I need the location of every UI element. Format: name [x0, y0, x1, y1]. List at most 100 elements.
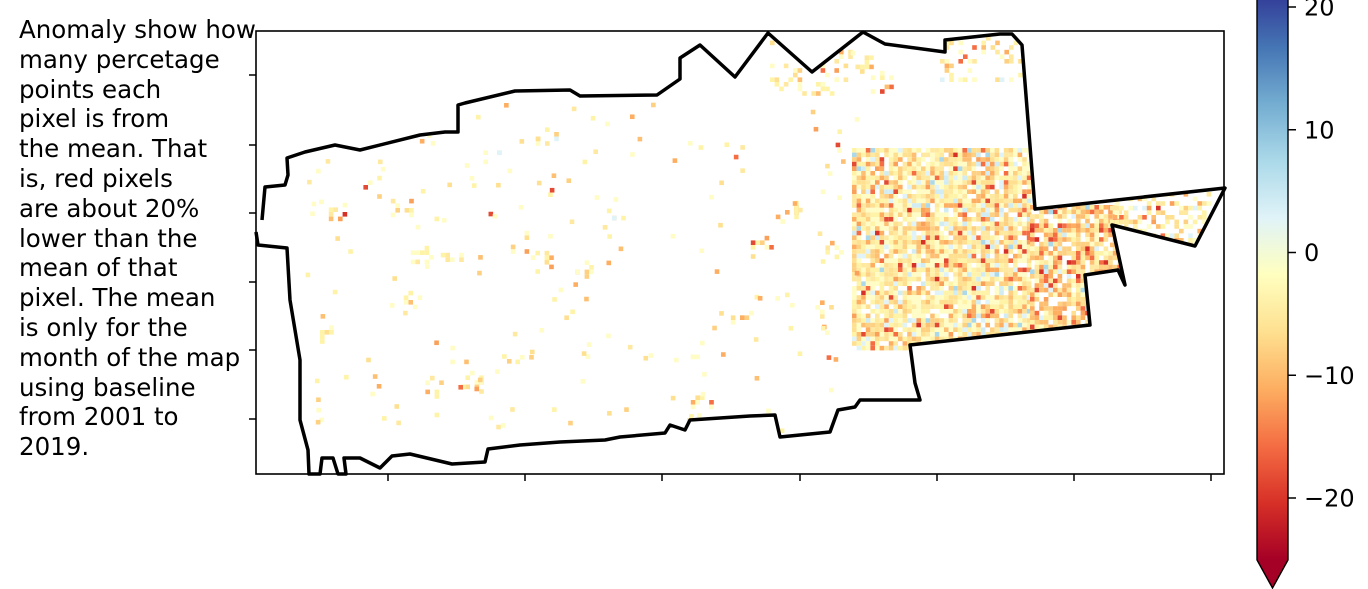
anomaly-pixel — [1022, 276, 1027, 282]
anomaly-pixel — [944, 171, 949, 176]
anomaly-pixel — [953, 313, 958, 319]
anomaly-pixel — [381, 416, 387, 421]
anomaly-pixel — [460, 384, 466, 390]
anomaly-pixel — [1057, 269, 1063, 274]
anomaly-pixel — [314, 378, 320, 384]
anomaly-pixel — [1057, 223, 1063, 228]
anomaly-pixel — [921, 212, 926, 217]
anomaly-pixel — [861, 175, 866, 181]
anomaly-pixel — [985, 240, 990, 245]
anomaly-pixel — [1026, 189, 1032, 194]
anomaly-pixel — [865, 286, 871, 291]
anomaly-pixel — [377, 159, 383, 165]
anomaly-pixel — [893, 207, 898, 213]
anomaly-pixel — [1022, 171, 1027, 176]
anomaly-pixel — [939, 212, 944, 217]
anomaly-pixel — [506, 359, 512, 364]
anomaly-pixel — [1112, 246, 1118, 251]
anomaly-pixel — [981, 45, 986, 50]
anomaly-pixel — [769, 245, 774, 250]
anomaly-pixel — [907, 152, 912, 158]
anomaly-pixel — [1017, 175, 1023, 181]
anomaly-pixel — [827, 171, 833, 176]
anomaly-pixel — [939, 267, 944, 273]
anomaly-pixel — [944, 249, 949, 254]
anomaly-pixel — [1022, 272, 1027, 277]
anomaly-pixel — [911, 249, 917, 254]
anomaly-pixel — [875, 336, 880, 342]
anomaly-pixel — [985, 267, 990, 273]
anomaly-pixel — [1053, 228, 1058, 233]
anomaly-pixel — [916, 309, 921, 314]
anomaly-pixel — [980, 198, 986, 204]
anomaly-pixel — [976, 189, 981, 194]
colorbar-tick-label: −10 — [1304, 362, 1355, 390]
colorbar-extend-min-arrow — [1257, 560, 1288, 588]
anomaly-pixel — [930, 198, 935, 204]
anomaly-pixel — [1043, 320, 1049, 325]
anomaly-pixel — [1022, 175, 1027, 181]
anomaly-pixel — [529, 355, 534, 360]
anomaly-pixel — [948, 230, 954, 236]
anomaly-pixel — [1076, 255, 1081, 261]
anomaly-pixel — [1030, 218, 1035, 224]
anomaly-pixel — [1026, 281, 1032, 286]
anomaly-pixel — [1099, 251, 1104, 256]
anomaly-pixel — [971, 327, 977, 332]
anomaly-pixel — [1008, 230, 1013, 236]
anomaly-pixel — [342, 212, 348, 217]
anomaly-pixel — [944, 290, 949, 296]
anomaly-pixel — [898, 152, 903, 158]
anomaly-pixel — [902, 299, 908, 305]
anomaly-pixel — [1013, 221, 1018, 227]
anomaly-pixel — [539, 327, 545, 333]
anomaly-pixel — [613, 197, 619, 202]
anomaly-pixel — [902, 175, 908, 181]
anomaly-pixel — [893, 267, 898, 273]
anomaly-pixel — [879, 263, 885, 268]
anomaly-pixel — [865, 244, 871, 250]
anomaly-pixel — [884, 345, 889, 351]
anomaly-pixel — [971, 240, 977, 245]
anomaly-pixel — [880, 70, 885, 76]
anomaly-pixel — [865, 184, 871, 190]
anomaly-pixel — [962, 152, 967, 158]
anomaly-pixel — [930, 230, 935, 236]
anomaly-pixel — [944, 240, 949, 245]
anomaly-pixel — [884, 281, 889, 286]
map-y-ticks — [249, 74, 256, 420]
anomaly-pixel — [865, 171, 871, 176]
anomaly-pixel — [985, 313, 990, 319]
anomaly-pixel — [939, 244, 944, 250]
anomaly-pixel — [967, 304, 972, 309]
anomaly-pixel — [1062, 306, 1067, 311]
anomaly-pixel — [1057, 292, 1063, 297]
anomaly-pixel — [957, 276, 963, 282]
anomaly-pixel — [1026, 230, 1032, 236]
anomaly-pixel — [948, 281, 954, 286]
anomaly-pixel — [1017, 148, 1023, 153]
anomaly-pixel — [999, 309, 1004, 314]
anomaly-pixel — [911, 235, 917, 240]
anomaly-pixel — [1030, 251, 1035, 256]
anomaly-pixel — [944, 63, 950, 69]
anomaly-pixel — [829, 91, 835, 96]
anomaly-pixel — [1085, 241, 1090, 247]
anomaly-pixel — [939, 286, 944, 291]
anomaly-pixel — [571, 106, 577, 112]
anomaly-pixel — [1026, 299, 1032, 305]
anomaly-pixel — [1008, 166, 1013, 171]
anomaly-pixel — [884, 253, 889, 259]
anomaly-pixel — [1053, 246, 1058, 251]
anomaly-pixel — [967, 175, 972, 181]
anomaly-pixel — [907, 203, 912, 208]
anomaly-pixel — [1003, 322, 1009, 328]
anomaly-pixel — [1094, 246, 1099, 251]
anomaly-pixel — [925, 148, 931, 153]
anomaly-pixel — [1017, 327, 1023, 332]
anomaly-pixel — [377, 194, 382, 199]
anomaly-pixel — [898, 249, 903, 254]
anomaly-pixel — [902, 203, 908, 208]
anomaly-pixel — [939, 184, 944, 190]
anomaly-pixel — [948, 327, 954, 332]
